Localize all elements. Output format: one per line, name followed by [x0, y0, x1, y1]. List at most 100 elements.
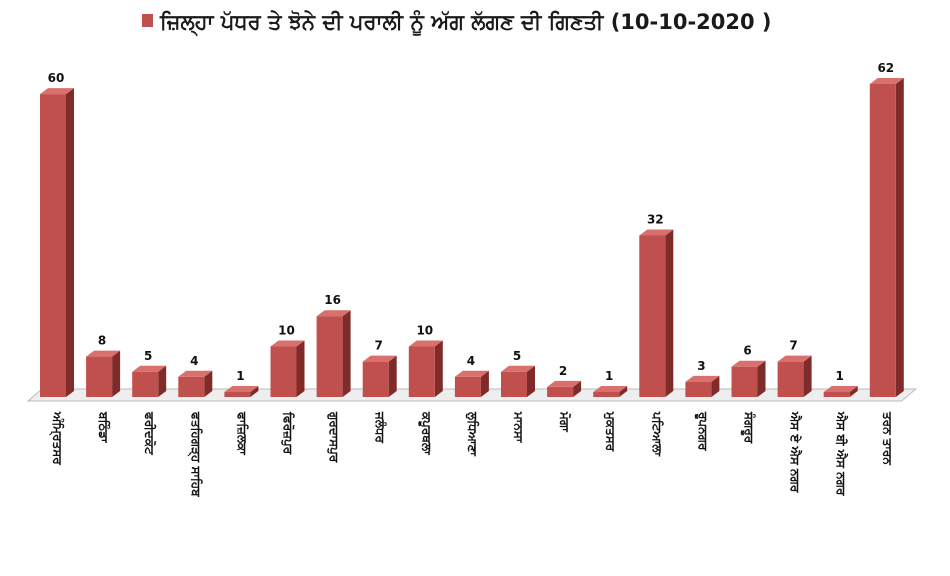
bar: [270, 340, 305, 397]
bar-side: [480, 370, 489, 397]
bar: [40, 88, 74, 397]
value-label: 5: [513, 349, 521, 363]
bar-top: [224, 385, 259, 392]
bar: [178, 370, 213, 397]
category-label: ਜਲੰਧਰ: [373, 411, 388, 444]
bar-top: [40, 88, 74, 95]
chart-title: ਜ਼ਿਲ੍ਹਾ ਪੱਧਰ ਤੇ ਝੋਨੇ ਦੀ ਪਰਾਲੀ ਨੂੰ ਅੱਗ ਲੱ…: [142, 9, 772, 38]
value-label: 32: [647, 212, 664, 226]
category-label: ਗੁਰਦਾਸਪੁਰ: [327, 411, 341, 463]
category-label: ਲੁਧਿਆਣਾ: [465, 411, 479, 456]
bar-top: [270, 340, 305, 347]
bar-front: [132, 371, 159, 397]
bar-front: [40, 94, 66, 397]
category-label: ਐਸ ਬੀ ਐਸ ਨਗਰ: [834, 411, 849, 496]
bar-top: [454, 370, 489, 377]
category-label: ਫਾਜ਼ਿਲਕਾ: [235, 411, 249, 455]
bar-top: [86, 350, 121, 357]
bar-top: [823, 385, 858, 392]
bar-front: [454, 376, 481, 397]
bar-side: [711, 375, 720, 397]
bar-front: [224, 391, 251, 397]
bar-side: [66, 88, 74, 397]
legend-swatch: [142, 14, 153, 27]
bar: [454, 370, 489, 397]
value-labels: 60 8 5 4 1 10 16 7 10 4 5 2 1 32 3 6 7 1 62: [48, 61, 895, 383]
bar-side: [112, 350, 121, 397]
bar-side: [434, 340, 443, 397]
category-labels: ਅੰਮ੍ਰਿਤਸਰ ਬਠਿੰਡਾ ਫਰੀਦਕੋਟ ਫਤਹਿਗੜ੍ਹ ਸਾਹਿਬ ਫਾਜ਼…: [49, 411, 894, 497]
bars: [40, 78, 904, 397]
value-label: 4: [190, 354, 198, 368]
bar-side: [849, 385, 858, 397]
category-label: ਤਰਨ ਤਾਰਨ: [880, 411, 894, 465]
bar-side: [388, 355, 397, 397]
category-label: ਰੂਪਨਗਰ: [694, 411, 710, 451]
category-label: ਬਠਿੰਡਾ: [97, 411, 112, 443]
bar: [316, 310, 351, 397]
category-label: ਮਾਨਸਾ: [512, 411, 526, 443]
bar-top: [593, 385, 628, 392]
bar-front: [869, 84, 896, 397]
bar-top: [639, 229, 674, 236]
chart-title-text: ਜ਼ਿਲ੍ਹਾ ਪੱਧਰ ਤੇ ਝੋਨੇ ਦੀ ਪਰਾਲੀ ਨੂੰ ਅੱਗ ਲੱ…: [159, 9, 772, 38]
bar-front: [685, 381, 712, 397]
value-label: 10: [278, 324, 295, 338]
value-label: 7: [375, 339, 383, 353]
bar: [685, 375, 720, 397]
category-label: ਫਰੀਦਕੋਟ: [143, 411, 158, 456]
bar-side: [158, 365, 167, 397]
bar-side: [527, 365, 535, 397]
value-label: 3: [697, 359, 705, 373]
bar: [362, 355, 397, 397]
category-label: ਸੰਗਰੂਰ: [740, 411, 757, 444]
bar-top: [132, 365, 167, 372]
bar-side: [573, 380, 582, 397]
category-label: ਫਿਰੋਜ਼ਪੁਰ: [281, 411, 296, 455]
bar: [823, 385, 858, 397]
bar-top: [777, 355, 812, 362]
bar-front: [639, 235, 666, 397]
bar: [501, 365, 535, 397]
bar-front: [86, 356, 113, 397]
bar-front: [362, 361, 389, 397]
bar-top: [316, 310, 351, 317]
value-label: 1: [836, 369, 844, 383]
bar-front: [270, 346, 297, 397]
bar-front: [547, 386, 574, 397]
bar-top: [178, 370, 213, 377]
bar-side: [204, 370, 213, 397]
bar-top: [731, 360, 766, 367]
bar-front: [501, 371, 527, 397]
bar-front: [408, 346, 435, 397]
bar: [731, 360, 766, 397]
category-label: ਮੋਗਾ: [558, 411, 573, 432]
bar-top: [501, 365, 535, 372]
bar: [224, 385, 259, 397]
value-label: 1: [605, 369, 613, 383]
value-label: 6: [743, 344, 751, 358]
bar-side: [665, 229, 674, 397]
bar-side: [757, 360, 766, 397]
value-label: 60: [48, 71, 65, 85]
bar-side: [619, 385, 628, 397]
category-label: ਐਸ ਏ ਐਸ ਨਗਰ: [788, 411, 803, 493]
bar-top: [547, 380, 582, 387]
category-label: ਅੰਮ੍ਰਿਤਸਰ: [49, 411, 65, 465]
bar: [639, 229, 674, 397]
bar-top: [362, 355, 397, 362]
value-label: 7: [789, 339, 797, 353]
bar: [593, 385, 628, 397]
bar-side: [342, 310, 351, 397]
bar-front: [178, 376, 205, 397]
bar-top: [869, 78, 904, 84]
bar-top: [685, 375, 720, 382]
category-label: ਕਪੂਰਥਲਾ: [417, 411, 433, 455]
bar-side: [296, 340, 305, 397]
bar: [547, 380, 582, 397]
bar: [408, 340, 443, 397]
bar: [777, 355, 812, 397]
value-label: 5: [144, 349, 152, 363]
value-label: 10: [416, 324, 433, 338]
